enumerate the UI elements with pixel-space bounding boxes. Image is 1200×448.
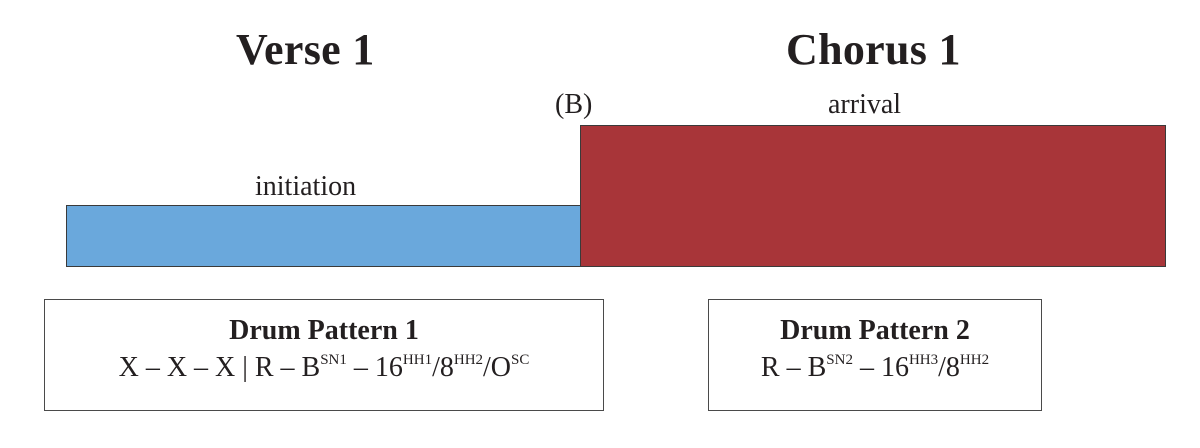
initiation-bar (66, 205, 582, 267)
formula-superscript: SN2 (826, 352, 853, 368)
formula-superscript: HH3 (908, 352, 939, 368)
drum-pattern-1-formula: X – X – X | R – BSN1 – 16HH1/8HH2/OSC (45, 350, 603, 386)
drum-pattern-1-title: Drum Pattern 1 (229, 315, 419, 346)
formula-superscript: SN1 (320, 352, 347, 368)
drum-pattern-2-formula: R – BSN2 – 16HH3/8HH2 (709, 350, 1041, 386)
formula-text: /O (483, 352, 512, 383)
formula-superscript: HH2 (959, 352, 990, 368)
chorus-1-title: Chorus 1 (786, 25, 961, 74)
verse-1-title: Verse 1 (236, 25, 375, 74)
drum-pattern-2-title: Drum Pattern 2 (780, 315, 970, 346)
initiation-label: initiation (255, 171, 357, 202)
drum-pattern-2-box: Drum Pattern 2 R – BSN2 – 16HH3/8HH2 (708, 299, 1042, 411)
formula-text: R – B (760, 352, 827, 383)
formula-text: /8 (938, 352, 960, 383)
formula-text: /8 (432, 352, 454, 383)
formula-superscript: HH2 (453, 352, 484, 368)
drum-pattern-1-box: Drum Pattern 1 X – X – X | R – BSN1 – 16… (44, 299, 604, 411)
b-marker-label: (B) (555, 89, 593, 120)
formula-superscript: HH1 (402, 352, 433, 368)
formula-superscript: SC (511, 352, 530, 368)
formula-text: – 16 (852, 352, 909, 383)
arrival-bar (580, 125, 1166, 267)
formula-text: X – X – X | R – B (118, 352, 321, 383)
formula-text: – 16 (346, 352, 403, 383)
arrival-label: arrival (828, 89, 902, 120)
